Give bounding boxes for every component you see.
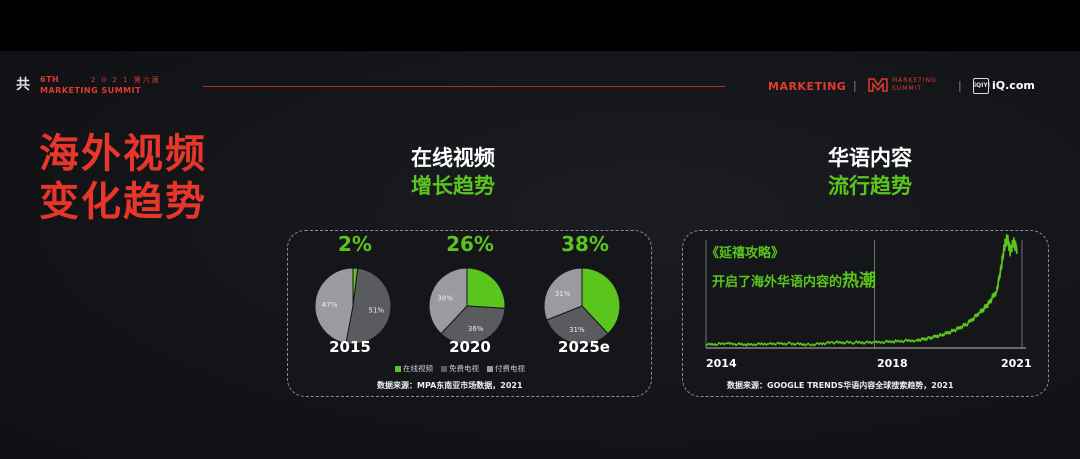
pie-headline: 26% [446, 232, 494, 256]
pie-legend: 在线视频 免费电视 付费电视 [395, 363, 525, 374]
top-black-bar [0, 0, 1080, 51]
marketing-summit-icon [868, 78, 888, 92]
pie-slice [440, 305, 506, 345]
legend-swatch-green [395, 366, 401, 372]
trend-chart [705, 234, 1026, 349]
pie-charts: 51% 47% 36% 38% 31% 31% [314, 267, 621, 345]
pie-slice [428, 267, 468, 335]
section-title-left: 在线视频 增长趋势 [353, 144, 553, 200]
pie-headline: 2% [338, 232, 372, 256]
marketing-summit-brand: MARKETING SUMMIT [892, 77, 937, 92]
pie-year: 2020 [449, 338, 491, 356]
pie-year: 2015 [329, 338, 371, 356]
trend-annotation-emphasis: 热潮 [842, 271, 877, 291]
pie-slice [581, 267, 621, 335]
legend-label: 在线视频 [403, 364, 433, 373]
section-left-subtitle: 增长趋势 [411, 174, 495, 198]
x-tick-label: 2018 [877, 357, 908, 370]
pie-slice [345, 267, 392, 345]
pie-slice [543, 267, 583, 321]
pie-slice [546, 305, 609, 345]
brand-separator: | [853, 79, 857, 92]
summit-logo-icon: 共 [16, 77, 30, 93]
year-label: 2 0 2 1 第六届 [91, 76, 161, 84]
pie-headline: 38% [561, 232, 609, 256]
trend-line [705, 234, 1018, 347]
edition-label: 6TH [40, 75, 60, 84]
summit-name: MARKETING SUMMIT [40, 86, 142, 95]
legend-label: 付费电视 [495, 364, 525, 373]
brand-separator-2: | [958, 79, 962, 92]
section-left-title: 在线视频 [411, 146, 495, 170]
trend-annotation-title: 《延禧攻略》 [706, 246, 785, 261]
legend-swatch-dark [441, 366, 447, 372]
header-divider [203, 86, 725, 87]
pie-slice-label: 51% [368, 307, 384, 315]
pie-slice-label: 47% [322, 301, 338, 309]
legend-item: 在线视频 [395, 363, 433, 374]
legend-label: 免费电视 [449, 364, 479, 373]
trend-annotation: 开启了海外华语内容的热潮 [712, 266, 876, 291]
x-tick-label: 2021 [1001, 357, 1032, 370]
section-right-title: 华语内容 [828, 146, 912, 170]
pie-year: 2025e [558, 338, 610, 356]
pie-slice-label: 31% [569, 326, 585, 334]
section-title-right: 华语内容 流行趋势 [770, 144, 970, 200]
iqiyi-logo-icon: iQIYI [973, 78, 990, 94]
legend-swatch-light [487, 366, 493, 372]
iq-domain: iQ.com [992, 79, 1035, 92]
trend-panel [682, 230, 1049, 397]
trend-source: 数据来源：GOOGLE TRENDS华语内容全球搜索趋势，2021 [727, 381, 954, 390]
legend-item: 付费电视 [487, 363, 525, 374]
pie-slice-label: 38% [437, 294, 453, 302]
x-tick-label: 2014 [706, 357, 737, 370]
pie-slice [314, 267, 354, 344]
marketing-brand: MARKETING [768, 80, 847, 93]
legend-item: 免费电视 [441, 363, 479, 374]
trend-annotation-text: 开启了海外华语内容的 [712, 275, 843, 290]
pie-slice-label: 36% [468, 325, 484, 333]
section-right-subtitle: 流行趋势 [828, 174, 912, 198]
pie-slice [466, 267, 506, 309]
page-title: 海外视频变化趋势 [39, 131, 207, 225]
pie-source: 数据来源：MPA东南亚市场数据，2021 [377, 381, 523, 390]
pie-slice-label: 31% [555, 290, 571, 298]
